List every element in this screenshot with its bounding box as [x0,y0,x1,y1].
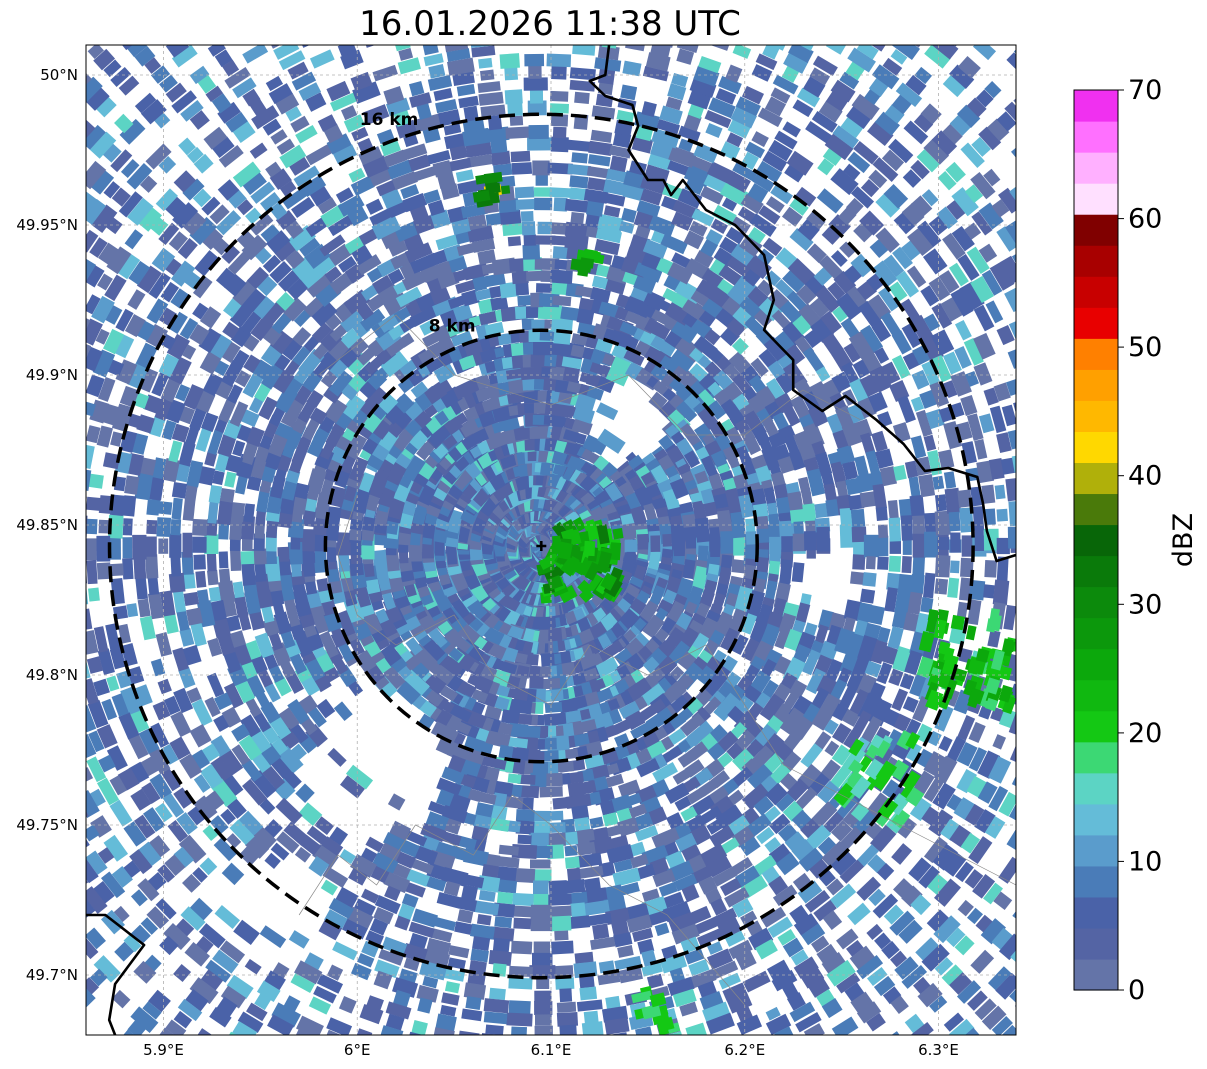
range-ring-label: 16 km [360,110,419,130]
country-border-line [86,913,146,1035]
colorbar-swatch [1074,927,1118,960]
colorbar-swatch [1074,803,1118,836]
lat-tick-label: 49.95°N [16,216,78,234]
lon-tick-label: 5.9°E [143,1041,184,1059]
colorbar-swatch [1074,741,1118,774]
colorbar-swatch [1074,958,1118,991]
colorbar-tick-label: 30 [1128,589,1162,620]
lat-tick-label: 49.9°N [26,366,78,384]
colorbar-tick-labels: 0 10 20 30 40 50 60 70 [1118,75,1162,1006]
colorbar-swatch [1074,214,1118,246]
colorbar-swatch [1074,276,1118,308]
admin-boundary-line [318,314,862,436]
colorbar-tick-label: 70 [1128,75,1162,106]
colorbar-swatch [1074,121,1118,153]
admin-boundary-line [744,704,1016,886]
radar-plot-area[interactable] [55,14,1046,1065]
range-ring-8km [323,328,759,764]
latitude-tick-labels: 50°N 49.95°N 49.9°N 49.85°N 49.8°N 49.75°N 49.… [16,66,78,984]
lat-tick-label: 49.7°N [26,966,78,984]
colorbar-swatch [1074,338,1118,370]
colorbar-swatch [1074,834,1118,867]
colorbar-title: dBZ [1168,513,1199,567]
colorbar-swatch [1074,462,1118,495]
lat-tick-label: 49.85°N [16,516,78,534]
colorbar-swatch [1074,586,1118,619]
range-rings [107,112,975,980]
colorbar-swatch [1074,555,1118,588]
lon-tick-label: 6.1°E [531,1041,572,1059]
colorbar-swatch [1074,400,1118,432]
colorbar-swatch [1074,648,1118,681]
lat-tick-label: 49.8°N [26,666,78,684]
country-border-line [588,45,1016,563]
colorbar [1073,89,1119,991]
colorbar-tick-label: 60 [1128,204,1162,235]
admin-boundary-line [337,494,746,706]
colorbar-swatch [1074,865,1118,898]
range-ring-label: 8 km [429,317,476,337]
colorbar-tick-label: 20 [1128,718,1162,749]
colorbar-swatch [1074,524,1118,557]
colorbar-swatch [1074,493,1118,526]
longitude-tick-labels: 5.9°E 6°E 6.1°E 6.2°E 6.3°E [143,1041,959,1059]
plot-frame [85,44,1017,1036]
reflectivity-echoes [86,45,1016,1035]
colorbar-swatch [1074,307,1118,339]
colorbar-swatch [1074,679,1118,712]
colorbar-swatch [1074,245,1118,277]
colorbar-swatch [1074,896,1118,929]
lon-tick-label: 6.2°E [724,1041,765,1059]
lat-tick-label: 49.75°N [16,816,78,834]
colorbar-tick-label: 50 [1128,332,1162,363]
colorbar-tick-label: 10 [1128,846,1162,877]
colorbar-tick-label: 0 [1128,975,1145,1006]
colorbar-swatch [1074,90,1118,122]
lon-tick-label: 6°E [344,1041,371,1059]
admin-boundary-line [298,794,746,1006]
map-title: 16.01.2026 11:38 UTC [359,4,741,44]
colorbar-swatch [1074,710,1118,743]
colorbar-swatch [1074,772,1118,805]
colorbar-swatch [1074,152,1118,184]
country-borders [86,45,1016,1035]
range-ring-16km [107,112,975,980]
colorbar-swatch [1074,617,1118,650]
colorbar-tick-label: 40 [1128,461,1162,492]
range-ring-labels: 8 km 16 km [360,110,476,336]
radar-site-marker [536,541,547,551]
lat-tick-label: 50°N [40,66,78,84]
lon-tick-label: 6.3°E [918,1041,959,1059]
colorbar-swatch [1074,183,1118,215]
colorbar-swatch [1074,431,1118,464]
colorbar-swatch [1074,369,1118,401]
admin-boundaries [298,314,1016,1006]
